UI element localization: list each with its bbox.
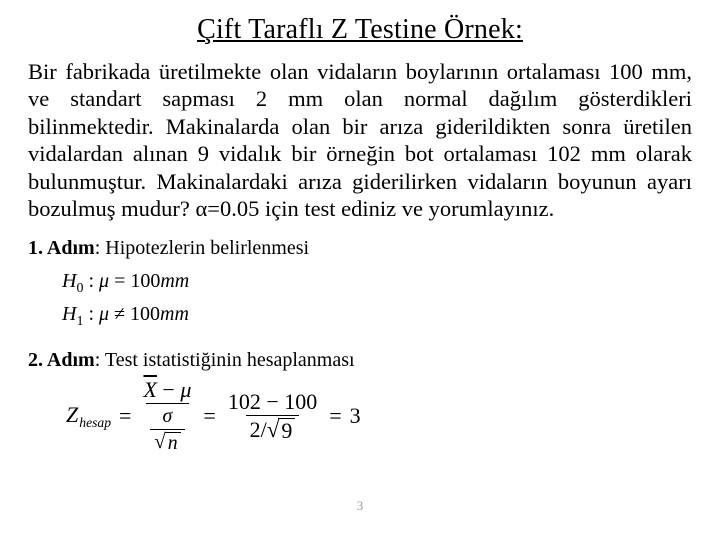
h1-line: H1 : μ ≠ 100mm <box>62 299 692 333</box>
h0-colon: : <box>83 270 99 292</box>
step-2-rest: : Test istatistiğinin hesaplanması <box>95 349 355 371</box>
eq-result: 3 <box>350 403 361 429</box>
eq-n: n <box>165 432 181 455</box>
hypotheses-block: H0 : μ = 100mm H1 : μ ≠ 100mm <box>62 266 692 333</box>
eq-num2: 102 − 100 <box>224 390 321 415</box>
eq-sigma-over-rootn: σ √ n <box>150 406 184 455</box>
h1-H: H <box>62 303 76 325</box>
step-1-rest: : Hipotezlerin belirlenmesi <box>95 237 309 259</box>
problem-statement: Bir fabrikada üretilmekte olan vidaların… <box>28 58 692 223</box>
eq-hesap: hesap <box>79 415 111 430</box>
eq-minus1: − <box>162 377 174 402</box>
eq-sigma: σ <box>159 406 177 429</box>
eq-frac-numeric: 102 − 100 2/√9 <box>224 390 321 443</box>
h0-rel: = <box>109 270 130 292</box>
eq-xbar: X <box>143 377 156 402</box>
eq-den2-b: 9 <box>278 418 295 443</box>
h0-unit: mm <box>160 270 189 292</box>
z-equation: Zhesap = X − μ σ √ n <box>62 378 692 455</box>
eq-eq2: = <box>203 403 215 429</box>
step-1-heading: 1. Adım: Hipotezlerin belirlenmesi <box>28 237 692 260</box>
sqrt-n: √ n <box>154 432 180 455</box>
page-number: 3 <box>0 498 720 514</box>
eq-frac-symbolic: X − μ σ √ n <box>139 378 195 455</box>
h0-mu: μ <box>99 270 109 292</box>
sqrt-9: √9 <box>267 418 296 443</box>
h0-H: H <box>62 270 76 292</box>
h1-rel: ≠ <box>109 303 130 325</box>
step-2-prefix: 2. Adım <box>28 349 95 371</box>
eq-den2: 2/√9 <box>246 415 300 443</box>
eq-sym-num: X − μ <box>139 378 195 403</box>
step-1-prefix: 1. Adım <box>28 237 95 259</box>
step-2-heading: 2. Adım: Test istatistiğinin hesaplanmas… <box>28 349 692 372</box>
eq-eq3: = <box>329 403 341 429</box>
h1-val: 100 <box>130 303 160 325</box>
eq-rootn: √ n <box>150 429 184 455</box>
slide-title: Çift Taraflı Z Testine Örnek: <box>28 14 692 46</box>
h1-mu: μ <box>99 303 109 325</box>
h0-line: H0 : μ = 100mm <box>62 266 692 300</box>
eq-mu: μ <box>180 377 191 402</box>
h1-unit: mm <box>160 303 189 325</box>
equation-block: Zhesap = X − μ σ √ n <box>62 378 692 455</box>
eq-eq1: = <box>119 403 131 429</box>
eq-lhs: Zhesap <box>66 402 111 431</box>
h1-colon: : <box>83 303 99 325</box>
eq-Z: Z <box>66 402 78 427</box>
h0-val: 100 <box>130 270 160 292</box>
slide-page: Çift Taraflı Z Testine Örnek: Bir fabrik… <box>0 0 720 540</box>
eq-den2-a: 2 <box>250 417 261 442</box>
eq-sym-den: σ √ n <box>146 403 188 455</box>
